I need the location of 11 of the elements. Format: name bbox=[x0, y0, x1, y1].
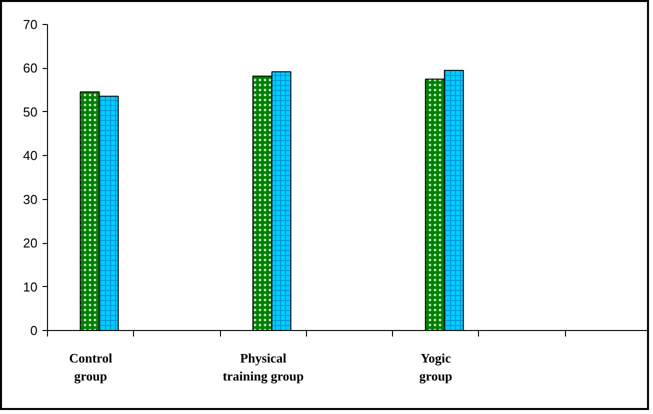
y-tick-label: 10 bbox=[23, 279, 38, 294]
x-tick-label: Physical training group bbox=[222, 350, 304, 384]
y-tick-label: 50 bbox=[23, 104, 38, 120]
y-tick-label: 30 bbox=[23, 192, 38, 207]
y-tick-label: 0 bbox=[30, 323, 38, 338]
y-tick-label: 70 bbox=[23, 17, 38, 32]
x-tick-label: Control group bbox=[69, 350, 113, 384]
y-tick-label: 60 bbox=[23, 60, 38, 76]
y-tick-label: 20 bbox=[23, 236, 38, 251]
x-tick-label: Yogic group bbox=[419, 350, 452, 384]
y-tick-label: 40 bbox=[23, 148, 38, 164]
